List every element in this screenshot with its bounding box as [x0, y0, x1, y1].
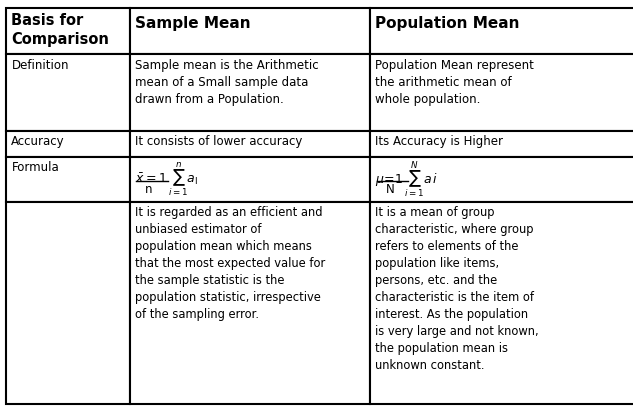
Bar [370, 157, 633, 202]
Bar [130, 8, 370, 54]
Text: $\mu\!=\!1\,\sum_{i=1}^{N} a\,i$: $\mu\!=\!1\,\sum_{i=1}^{N} a\,i$ [375, 160, 439, 201]
Text: It consists of lower accuracy: It consists of lower accuracy [135, 135, 302, 148]
Text: Sample Mean: Sample Mean [135, 15, 251, 30]
Text: Its Accuracy is Higher: Its Accuracy is Higher [375, 135, 503, 148]
Bar [130, 157, 370, 202]
Bar [6, 8, 130, 54]
Bar [130, 131, 370, 157]
Bar [130, 54, 370, 131]
Text: Population Mean: Population Mean [375, 15, 520, 30]
Bar [370, 202, 633, 404]
Text: Formula: Formula [11, 161, 59, 174]
Bar [6, 54, 130, 131]
Text: Definition: Definition [11, 59, 69, 72]
Text: N: N [385, 183, 394, 196]
Bar [370, 54, 633, 131]
Bar [6, 202, 130, 404]
Text: Population Mean represent
the arithmetic mean of
whole population.: Population Mean represent the arithmetic… [375, 59, 534, 106]
Text: Sample mean is the Arithmetic
mean of a Small sample data
drawn from a Populatio: Sample mean is the Arithmetic mean of a … [135, 59, 318, 106]
Text: Basis for
Comparison: Basis for Comparison [11, 13, 110, 47]
Bar [6, 157, 130, 202]
Bar [370, 131, 633, 157]
Text: It is a mean of group
characteristic, where group
refers to elements of the
popu: It is a mean of group characteristic, wh… [375, 206, 539, 372]
Text: n: n [145, 183, 153, 196]
Text: Accuracy: Accuracy [11, 135, 65, 148]
Text: It is regarded as an efficient and
unbiased estimator of
population mean which m: It is regarded as an efficient and unbia… [135, 206, 325, 322]
Bar [6, 131, 130, 157]
Bar [130, 202, 370, 404]
Text: $\bar{x} = 1\,\sum_{i=1}^{n} a_{\mathrm{I}}$: $\bar{x} = 1\,\sum_{i=1}^{n} a_{\mathrm{… [135, 160, 198, 198]
Bar [370, 8, 633, 54]
